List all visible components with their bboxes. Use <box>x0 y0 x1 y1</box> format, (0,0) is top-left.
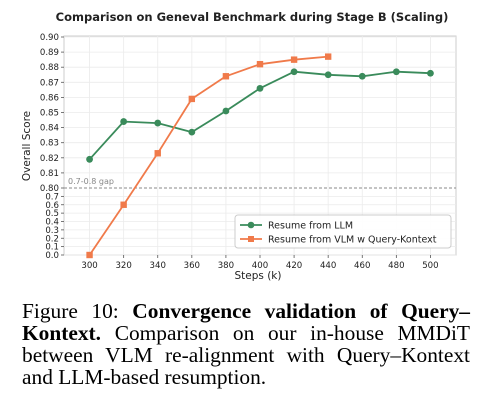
y-tick-label: 0.1 <box>45 243 59 253</box>
legend-box <box>234 214 452 249</box>
legend: Resume from LLM Resume from VLM w Query-… <box>234 214 452 249</box>
data-point-llm <box>290 68 298 76</box>
data-point-llm <box>154 119 162 127</box>
y-tick-label: 0.90 <box>40 33 59 43</box>
data-point-llm <box>392 68 400 76</box>
y-tick-label: 0.83 <box>40 139 59 149</box>
x-tick-label: 360 <box>184 261 200 271</box>
figure-caption: Figure 10: Convergence validation of Que… <box>22 300 470 388</box>
y-tick-label: 0.86 <box>40 93 59 103</box>
y-tick-label: 0.3 <box>45 226 59 236</box>
data-point-llm <box>358 72 366 80</box>
data-point-llm <box>222 107 230 115</box>
y-tick-label: 0.4 <box>45 218 59 228</box>
data-point-llm <box>86 155 93 163</box>
chart-title: Comparison on Geneval Benchmark during S… <box>56 10 449 24</box>
x-tick-label: 320 <box>115 261 131 271</box>
data-point-vlm <box>154 150 161 157</box>
data-point-llm <box>188 128 196 136</box>
data-point-vlm <box>290 56 298 63</box>
y-tick-label: 0.82 <box>40 154 59 164</box>
legend-label-llm: Resume from LLM <box>268 221 353 232</box>
grid-layer <box>64 36 456 256</box>
y-tick-label: 0.84 <box>40 124 59 134</box>
data-point-llm <box>427 69 434 77</box>
y-tick-label: 0.89 <box>40 48 59 58</box>
x-tick-label: 500 <box>422 261 438 271</box>
y-tick-label: 0.85 <box>40 109 59 119</box>
data-point-vlm <box>86 251 93 259</box>
x-tick-label: 420 <box>286 261 302 271</box>
y-tick-label: 0.6 <box>45 201 59 211</box>
caption-label: Figure 10: <box>22 299 119 323</box>
data-point-llm <box>324 71 332 79</box>
y-tick-label: 0.87 <box>40 78 59 88</box>
data-point-vlm <box>324 53 332 60</box>
y-tick-label: 0.2 <box>45 234 59 244</box>
legend-marker-vlm <box>248 236 254 242</box>
caption-title: Convergence validation of Query–Kontext. <box>22 299 470 345</box>
x-tick-label: 300 <box>81 261 97 271</box>
gap-annotation: 0.7-0.8 gap <box>68 177 114 186</box>
x-tick-label: 340 <box>150 261 166 271</box>
gap-layer: 0.7-0.8 gap <box>64 177 456 189</box>
legend-label-vlm: Resume from VLM w Query-Kontext <box>268 235 437 246</box>
data-point-llm <box>256 84 264 92</box>
y-tick-layer: 0.00.10.20.30.40.50.60.70.80 0.81 0.82 0.83… <box>40 33 64 261</box>
data-point-vlm <box>256 60 264 68</box>
series-layer <box>86 53 434 259</box>
data-point-vlm <box>120 201 127 208</box>
x-tick-label: 480 <box>388 261 404 271</box>
data-point-llm <box>120 118 128 125</box>
x-tick-label: 440 <box>320 261 336 271</box>
data-point-vlm <box>188 95 196 103</box>
x-tick-label: 400 <box>252 261 268 271</box>
x-tick-label: 380 <box>218 261 234 271</box>
y-tick-label: 0.0 <box>45 251 59 261</box>
y-tick-label: 0.80 <box>40 184 59 194</box>
y-tick-label: 0.88 <box>40 63 59 73</box>
series-line-vlm <box>88 55 329 256</box>
caption-text: Comparison on our in-house MMDiT between… <box>22 321 470 389</box>
y-axis-label: Overall Score <box>21 111 33 181</box>
y-tick-label: 0.5 <box>45 209 59 219</box>
y-tick-label: 0.81 <box>40 169 59 179</box>
x-tick-label: 460 <box>354 261 370 271</box>
x-axis-label: Steps (k) <box>235 270 282 282</box>
y-tick-label: 0.7 <box>45 192 59 202</box>
x-tick-layer: 300 320 340 360 380 400 420 440 460 480 500 <box>81 255 439 271</box>
legend-marker-llm <box>247 221 255 229</box>
data-point-vlm <box>222 73 230 80</box>
